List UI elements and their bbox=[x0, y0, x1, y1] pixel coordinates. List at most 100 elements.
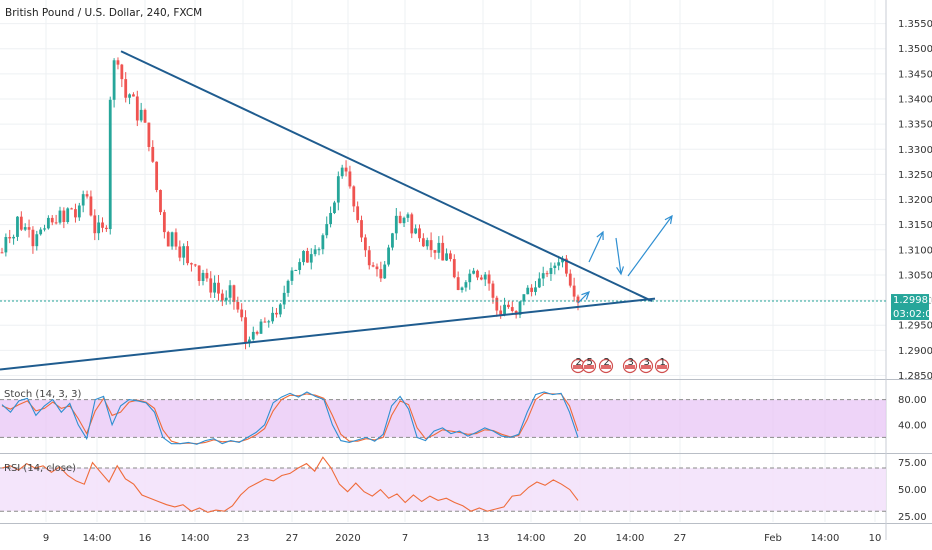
candle-body bbox=[0, 252, 4, 254]
event-flag[interactable]: 3 bbox=[622, 357, 638, 374]
flag-icon-stripe bbox=[641, 365, 651, 369]
price-axis-label: 1.32500 bbox=[898, 170, 932, 181]
candle-body bbox=[557, 262, 561, 266]
stoch-band-fill bbox=[0, 399, 886, 438]
event-flag[interactable]: 5 bbox=[581, 357, 597, 374]
candle-body bbox=[27, 227, 31, 230]
candlestick-series bbox=[0, 57, 580, 350]
candle-body bbox=[8, 237, 12, 239]
flag-icon-stripe bbox=[601, 365, 611, 369]
candle-body bbox=[576, 296, 580, 303]
candle-body bbox=[97, 222, 101, 234]
candle-body bbox=[23, 227, 27, 230]
candle-body bbox=[116, 60, 120, 65]
price-axis-label: 1.34500 bbox=[898, 69, 932, 80]
trendline-resistance bbox=[120, 50, 653, 302]
event-flag[interactable]: 1 bbox=[654, 357, 670, 374]
projection-arrow-3-head bbox=[616, 266, 625, 276]
candle-body bbox=[526, 287, 530, 295]
candle-body bbox=[406, 214, 410, 218]
candle-body bbox=[66, 208, 70, 222]
candle-body bbox=[267, 321, 271, 323]
candle-body bbox=[379, 269, 383, 279]
candle-body bbox=[541, 273, 545, 279]
rsi-pane-title: RSI (14, close) bbox=[4, 463, 76, 474]
candle-body bbox=[464, 282, 468, 288]
time-axis-label: 23 bbox=[237, 533, 250, 544]
candle-body bbox=[437, 242, 441, 253]
candle-body bbox=[58, 210, 62, 223]
drawing-tools bbox=[0, 50, 886, 371]
candle-body bbox=[89, 196, 93, 216]
candle-body bbox=[545, 273, 549, 275]
candle-body bbox=[460, 287, 464, 291]
candle-body bbox=[70, 208, 73, 210]
candle-body bbox=[433, 250, 437, 253]
rsi-axis-label: 50.00 bbox=[898, 485, 927, 496]
candle-body bbox=[356, 206, 360, 221]
flag-count: 2 bbox=[576, 357, 582, 368]
candle-body bbox=[472, 270, 476, 274]
candle-body bbox=[132, 94, 135, 97]
candle-body bbox=[383, 264, 387, 279]
candle-body bbox=[522, 294, 526, 302]
candle-body bbox=[112, 60, 116, 100]
candle-body bbox=[151, 146, 155, 162]
candle-body bbox=[139, 109, 143, 121]
candle-body bbox=[352, 186, 356, 207]
trendline-support bbox=[0, 297, 656, 371]
candle-body bbox=[81, 194, 85, 206]
candle-body bbox=[174, 232, 178, 247]
candle-body bbox=[363, 237, 367, 251]
candle-body bbox=[495, 297, 499, 311]
candle-body bbox=[491, 283, 495, 298]
candle-body bbox=[35, 234, 39, 247]
candle-body bbox=[236, 301, 240, 310]
price-axis[interactable]: 1.35500 1.35000 1.34500 1.34000 1.33500 1.330… bbox=[898, 19, 932, 523]
candle-body bbox=[43, 228, 46, 230]
candle-body bbox=[348, 171, 352, 187]
candle-body bbox=[16, 216, 19, 237]
time-axis-label: 9 bbox=[43, 533, 49, 544]
candle-body bbox=[441, 242, 445, 261]
candle-body bbox=[340, 167, 344, 177]
candle-body bbox=[143, 109, 147, 123]
price-tag: 1.29981 03:02:03 bbox=[891, 294, 932, 320]
candle-body bbox=[537, 278, 541, 288]
event-flag[interactable]: 3 bbox=[638, 357, 654, 374]
time-axis-label: 14:00 bbox=[517, 533, 546, 544]
candle-body bbox=[503, 304, 506, 316]
candle-body bbox=[456, 277, 460, 291]
rsi-band bbox=[0, 467, 886, 512]
candle-body bbox=[155, 161, 159, 190]
candle-body bbox=[317, 249, 321, 251]
candle-body bbox=[224, 297, 228, 301]
candle-body bbox=[360, 220, 363, 238]
flag-icon-stripe bbox=[584, 365, 594, 369]
rsi-axis-label: 25.00 bbox=[898, 512, 927, 523]
flag-count: 5 bbox=[587, 357, 593, 368]
event-flag[interactable]: 2 bbox=[598, 357, 614, 374]
candle-body bbox=[74, 209, 77, 218]
price-axis-label: 1.34000 bbox=[898, 95, 932, 106]
candle-body bbox=[62, 210, 66, 222]
candle-body bbox=[487, 274, 491, 284]
price-tag-countdown: 03:02:03 bbox=[893, 309, 932, 320]
candle-body bbox=[549, 268, 553, 274]
candle-body bbox=[263, 321, 267, 323]
price-axis-label: 1.35000 bbox=[898, 44, 932, 55]
candle-body bbox=[561, 258, 564, 263]
candle-body bbox=[479, 277, 483, 280]
candle-body bbox=[19, 216, 23, 230]
stoch-pane-title: Stoch (14, 3, 3) bbox=[4, 389, 81, 400]
candle-body bbox=[31, 229, 35, 247]
candle-body bbox=[108, 99, 112, 230]
price-axis-label: 1.35500 bbox=[898, 19, 932, 30]
time-axis[interactable]: 9 14:00 16 14:00 23 27 2020 7 13 14:00 20 14:00 27 Fe… bbox=[43, 533, 882, 544]
stoch-d-line bbox=[1, 392, 579, 445]
projection-arrow-4 bbox=[627, 215, 673, 277]
candle-body bbox=[518, 301, 522, 315]
candle-body bbox=[190, 263, 193, 265]
